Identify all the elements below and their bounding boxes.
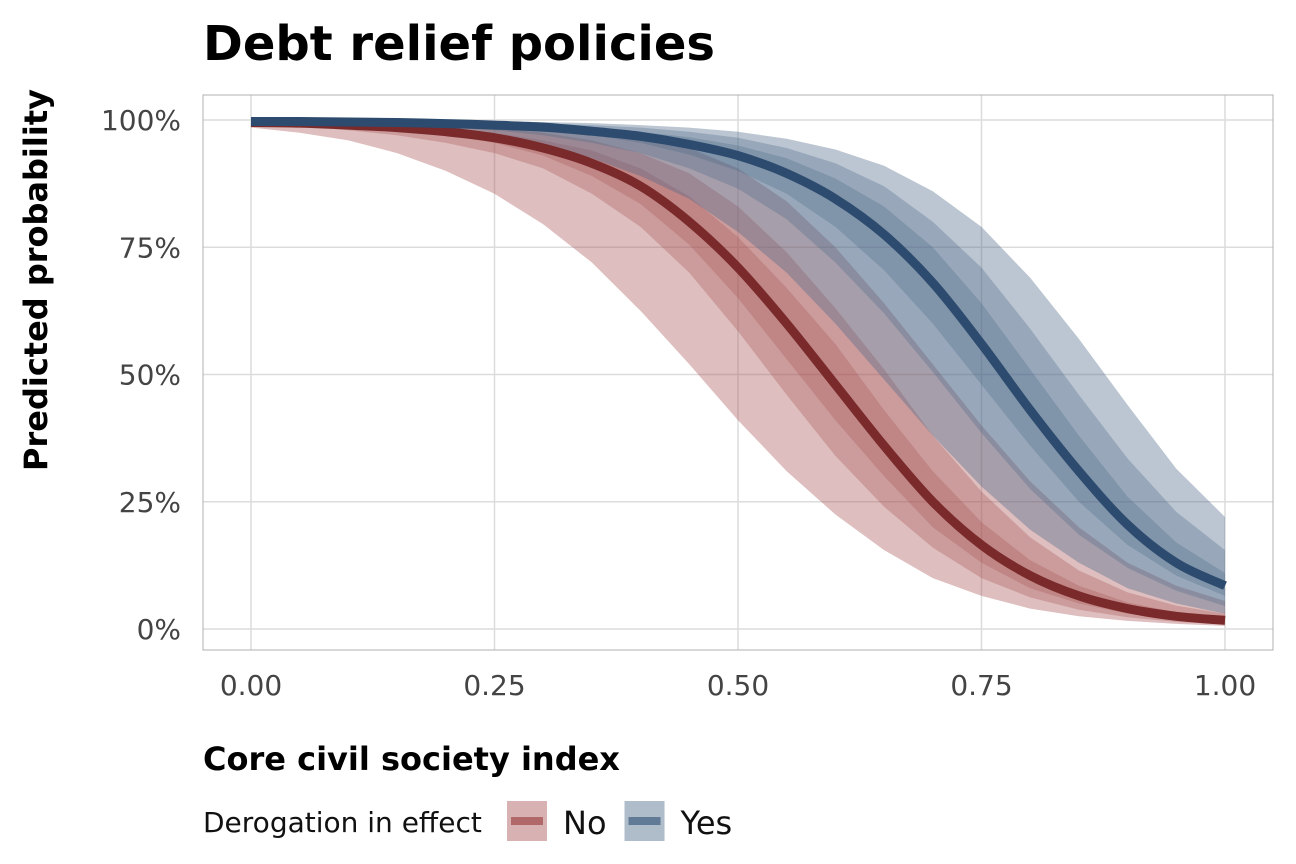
y-tick-label-0: 0% bbox=[137, 613, 181, 646]
band-yes-095 bbox=[251, 120, 1225, 614]
confidence-bands bbox=[251, 120, 1225, 626]
x-axis-title: Core civil society index bbox=[203, 740, 620, 778]
legend-label-no: No bbox=[563, 804, 607, 842]
x-tick-label-4: 1.00 bbox=[1194, 669, 1256, 702]
series-lines bbox=[250, 116, 1227, 625]
grid bbox=[203, 95, 1273, 650]
legend-title: Derogation in effect bbox=[203, 806, 482, 839]
legend: Derogation in effect No Yes bbox=[203, 801, 732, 842]
series-line-yes bbox=[250, 116, 1227, 590]
x-tick-label-0: 0.00 bbox=[220, 669, 282, 702]
legend-key-no: No bbox=[507, 801, 607, 842]
series-line-no bbox=[250, 118, 1226, 625]
x-axis-ticks: 0.00 0.25 0.50 0.75 1.00 bbox=[220, 669, 1256, 702]
band-yes-08 bbox=[251, 120, 1225, 607]
x-tick-label-1: 0.25 bbox=[463, 669, 525, 702]
y-tick-label-4: 100% bbox=[101, 104, 181, 137]
y-tick-label-2: 50% bbox=[119, 359, 181, 392]
band-no-095 bbox=[251, 121, 1225, 626]
legend-key-yes: Yes bbox=[624, 801, 733, 842]
y-axis-ticks: 0% 25% 50% 75% 100% bbox=[101, 104, 181, 646]
x-tick-label-3: 0.75 bbox=[950, 669, 1012, 702]
x-tick-label-2: 0.50 bbox=[707, 669, 769, 702]
chart-title: Debt relief policies bbox=[203, 16, 715, 72]
y-tick-label-3: 75% bbox=[119, 231, 181, 264]
band-no-08 bbox=[251, 121, 1225, 625]
y-axis-title: Predicted probability bbox=[17, 89, 55, 471]
legend-label-yes: Yes bbox=[680, 804, 733, 842]
y-tick-label-1: 25% bbox=[119, 486, 181, 519]
plot-panel-border bbox=[202, 94, 1274, 651]
